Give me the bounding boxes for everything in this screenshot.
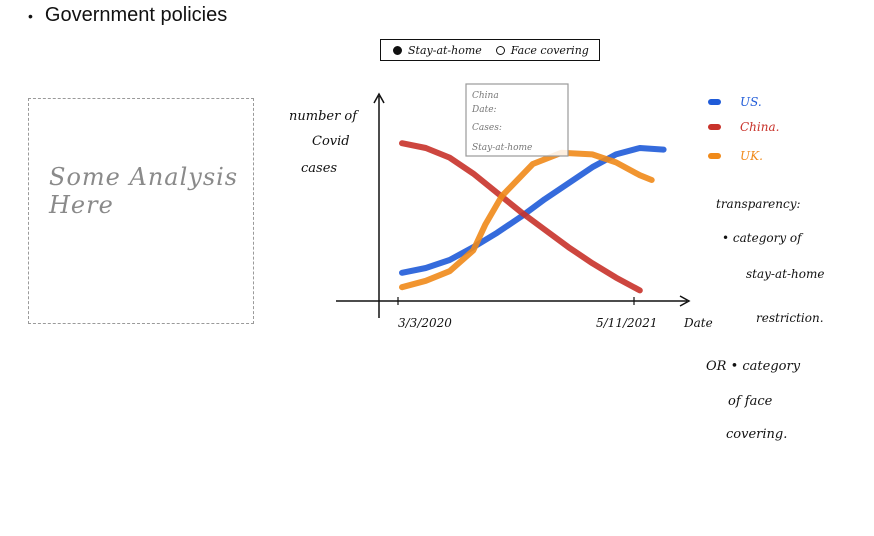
- legend-label-uk: UK.: [740, 149, 763, 163]
- x-tick-label-end: 5/11/2021: [596, 316, 658, 330]
- face-covering-option[interactable]: Face covering: [495, 43, 589, 57]
- note-covering: covering.: [726, 427, 787, 442]
- note-transparency: transparency:: [716, 197, 801, 211]
- legend-swatch-china[interactable]: [708, 124, 721, 130]
- series-layer: [399, 140, 667, 294]
- series-line-uk[interactable]: [399, 149, 655, 291]
- note-restriction: restriction.: [756, 311, 824, 325]
- y-axis-arrow: [373, 92, 385, 104]
- series-line-china[interactable]: [399, 140, 643, 294]
- y-axis-label-line-2: Covid: [312, 134, 350, 149]
- legend-label-china: China.: [740, 120, 779, 134]
- analysis-box: Some Analysis Here: [28, 98, 254, 324]
- analysis-text: Some Analysis Here: [49, 163, 239, 219]
- x-tick-label-start: 3/3/2020: [398, 316, 452, 330]
- legend-label-us: US.: [740, 95, 762, 109]
- series-line-us[interactable]: [399, 145, 667, 276]
- stay-at-home-option[interactable]: Stay-at-home: [393, 44, 482, 57]
- tooltip-box: [465, 83, 569, 157]
- tooltip-line-policy: Stay-at-home: [472, 143, 532, 153]
- tooltip: China Date: Cases: Stay-at-home: [465, 83, 569, 157]
- bullet-dot: •: [28, 7, 33, 24]
- bullet-text: Government policies: [44, 4, 228, 26]
- tooltip-line-cases: Cases:: [472, 123, 502, 133]
- policy-toggle[interactable]: Stay-at-home Face covering: [380, 39, 600, 61]
- y-axis-label-line-3: cases: [301, 161, 337, 176]
- bullet-heading: • Government policies: [28, 4, 227, 27]
- x-axis-arrow: [679, 295, 691, 307]
- tooltip-line-country: China: [472, 91, 499, 101]
- note-or-category: OR • category: [706, 359, 801, 374]
- x-axis-label: Date: [683, 316, 713, 330]
- legend-swatch-uk[interactable]: [708, 153, 721, 159]
- note-stay-at-home: stay-at-home: [746, 267, 824, 281]
- face-covering-radio[interactable]: [495, 45, 505, 55]
- stay-at-home-label: Stay-at-home: [408, 43, 482, 57]
- note-of-face: of face: [728, 394, 773, 409]
- tooltip-line-date: Date:: [471, 105, 497, 115]
- stay-at-home-radio[interactable]: [393, 45, 402, 55]
- note-category: • category of: [722, 231, 804, 245]
- legend: US. China. UK.: [708, 95, 779, 163]
- y-axis-label-line-1: number of: [289, 109, 359, 124]
- legend-swatch-us[interactable]: [708, 99, 721, 105]
- face-covering-label: Face covering: [510, 43, 589, 57]
